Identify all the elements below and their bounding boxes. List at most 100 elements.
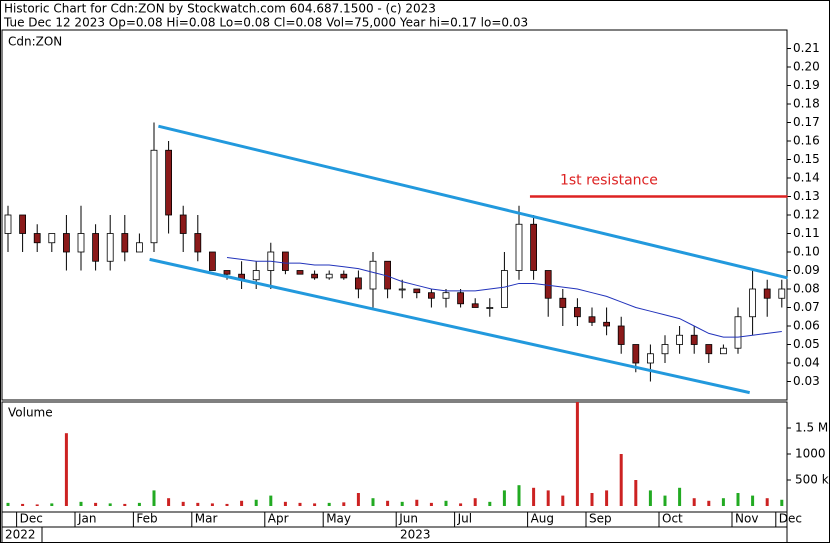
volume-bar	[283, 501, 287, 506]
volume-bar	[6, 502, 10, 506]
candle-body	[179, 214, 187, 234]
y-tick-label: 0.06	[793, 319, 820, 333]
candle-body	[135, 242, 143, 253]
volume-bar	[751, 495, 755, 506]
y-tick-label: 0.04	[793, 356, 820, 370]
candle-body	[413, 288, 421, 294]
volume-bar	[240, 500, 244, 506]
x-tick-label: Apr	[268, 512, 289, 526]
y-tick-label: 0.14	[793, 171, 820, 185]
symbol-label: Cdn:ZON	[8, 35, 62, 49]
volume-bar	[561, 495, 565, 506]
chart-subtitle: Tue Dec 12 2023 Op=0.08 Hi=0.08 Lo=0.08 …	[3, 16, 528, 30]
x-tick-label: Dec	[779, 512, 802, 526]
y-tick-label: 0.19	[793, 78, 820, 92]
candle-body	[325, 273, 333, 279]
candle-body	[369, 260, 377, 290]
volume-bar	[736, 493, 740, 506]
candle-body	[194, 233, 202, 253]
candle-body	[500, 270, 508, 308]
candle-body	[311, 273, 319, 279]
y-tick-label: 0.15	[793, 152, 820, 166]
candle-body	[398, 288, 406, 291]
volume-bar	[765, 498, 769, 506]
chart-title: Historic Chart for Cdn:ZON by Stockwatch…	[4, 2, 436, 16]
volume-bar	[415, 499, 419, 506]
candle-body	[442, 292, 450, 299]
candle-body	[486, 307, 494, 309]
candle-body	[457, 292, 465, 305]
x-tick-label: Nov	[735, 512, 758, 526]
volume-bar	[532, 487, 536, 506]
candle-body	[588, 316, 596, 323]
y-tick-label: 500 k	[795, 473, 829, 487]
volume-bar	[313, 503, 317, 506]
y-tick-label: 0.17	[793, 115, 820, 129]
y-tick-label: 0.07	[793, 300, 820, 314]
y-tick-label: 0.09	[793, 263, 820, 277]
candle-body	[778, 288, 786, 299]
candle-body	[603, 321, 610, 327]
volume-bar	[429, 502, 433, 506]
y-tick-label: 0.18	[793, 97, 820, 111]
candle-body	[4, 214, 12, 234]
volume-bar	[167, 498, 171, 506]
y-tick-label: 0.03	[793, 374, 820, 388]
volume-bar	[517, 485, 521, 506]
y-tick-label: 0.11	[793, 226, 820, 240]
candle-body	[63, 233, 70, 253]
volume-bar	[386, 500, 390, 506]
volume-bar	[210, 503, 214, 506]
y-tick-label: 0.12	[793, 208, 820, 222]
trendline	[149, 257, 751, 395]
volume-bar	[590, 493, 594, 506]
volume-bar	[663, 495, 667, 506]
volume-bar	[707, 500, 711, 506]
volume-bar	[327, 502, 331, 506]
candle-body	[632, 344, 640, 364]
candle-body	[281, 251, 289, 271]
volume-bar	[254, 499, 258, 506]
candle-body	[296, 270, 304, 275]
candle-body	[208, 251, 216, 271]
candle-body	[33, 233, 41, 244]
candle-body	[647, 353, 654, 364]
x-tick-label: Aug	[531, 512, 554, 526]
volume-bar	[575, 402, 579, 506]
y-tick-label: 0.10	[793, 245, 820, 259]
volume-bar	[269, 495, 273, 506]
x-tick-label: Mar	[195, 512, 218, 526]
volume-bar	[108, 503, 112, 506]
x-tick-label: Feb	[136, 512, 157, 526]
candle-body	[165, 149, 173, 216]
volume-bar	[181, 501, 185, 506]
volume-bar	[196, 502, 200, 506]
candle-body	[676, 334, 683, 345]
candle-body	[574, 307, 581, 318]
volume-bar	[444, 500, 448, 506]
volume-bar	[488, 501, 492, 506]
candle-body	[763, 288, 771, 299]
volume-bar	[459, 503, 463, 506]
candle-body	[471, 303, 479, 308]
y-tick-label: 1000 k	[795, 447, 830, 461]
candle-body	[661, 344, 669, 355]
candle-body	[77, 233, 85, 253]
volume-bar	[35, 504, 39, 506]
volume-bar	[721, 498, 725, 506]
volume-bar	[356, 493, 360, 506]
candle-body	[720, 347, 727, 355]
candle-body	[734, 316, 742, 349]
volume-bar	[546, 490, 550, 506]
annotation: 1st resistance	[560, 173, 658, 189]
x-tick-label: Dec	[20, 512, 43, 526]
volume-bar	[342, 502, 346, 506]
y-tick-label: 1.5 M	[795, 421, 828, 435]
y-tick-label: 0.05	[793, 337, 820, 351]
y-tick-label: 0.20	[793, 60, 820, 74]
volume-bar	[225, 503, 229, 506]
candle-body	[223, 270, 231, 275]
volume-bar	[634, 480, 638, 506]
volume-bar	[94, 502, 98, 506]
